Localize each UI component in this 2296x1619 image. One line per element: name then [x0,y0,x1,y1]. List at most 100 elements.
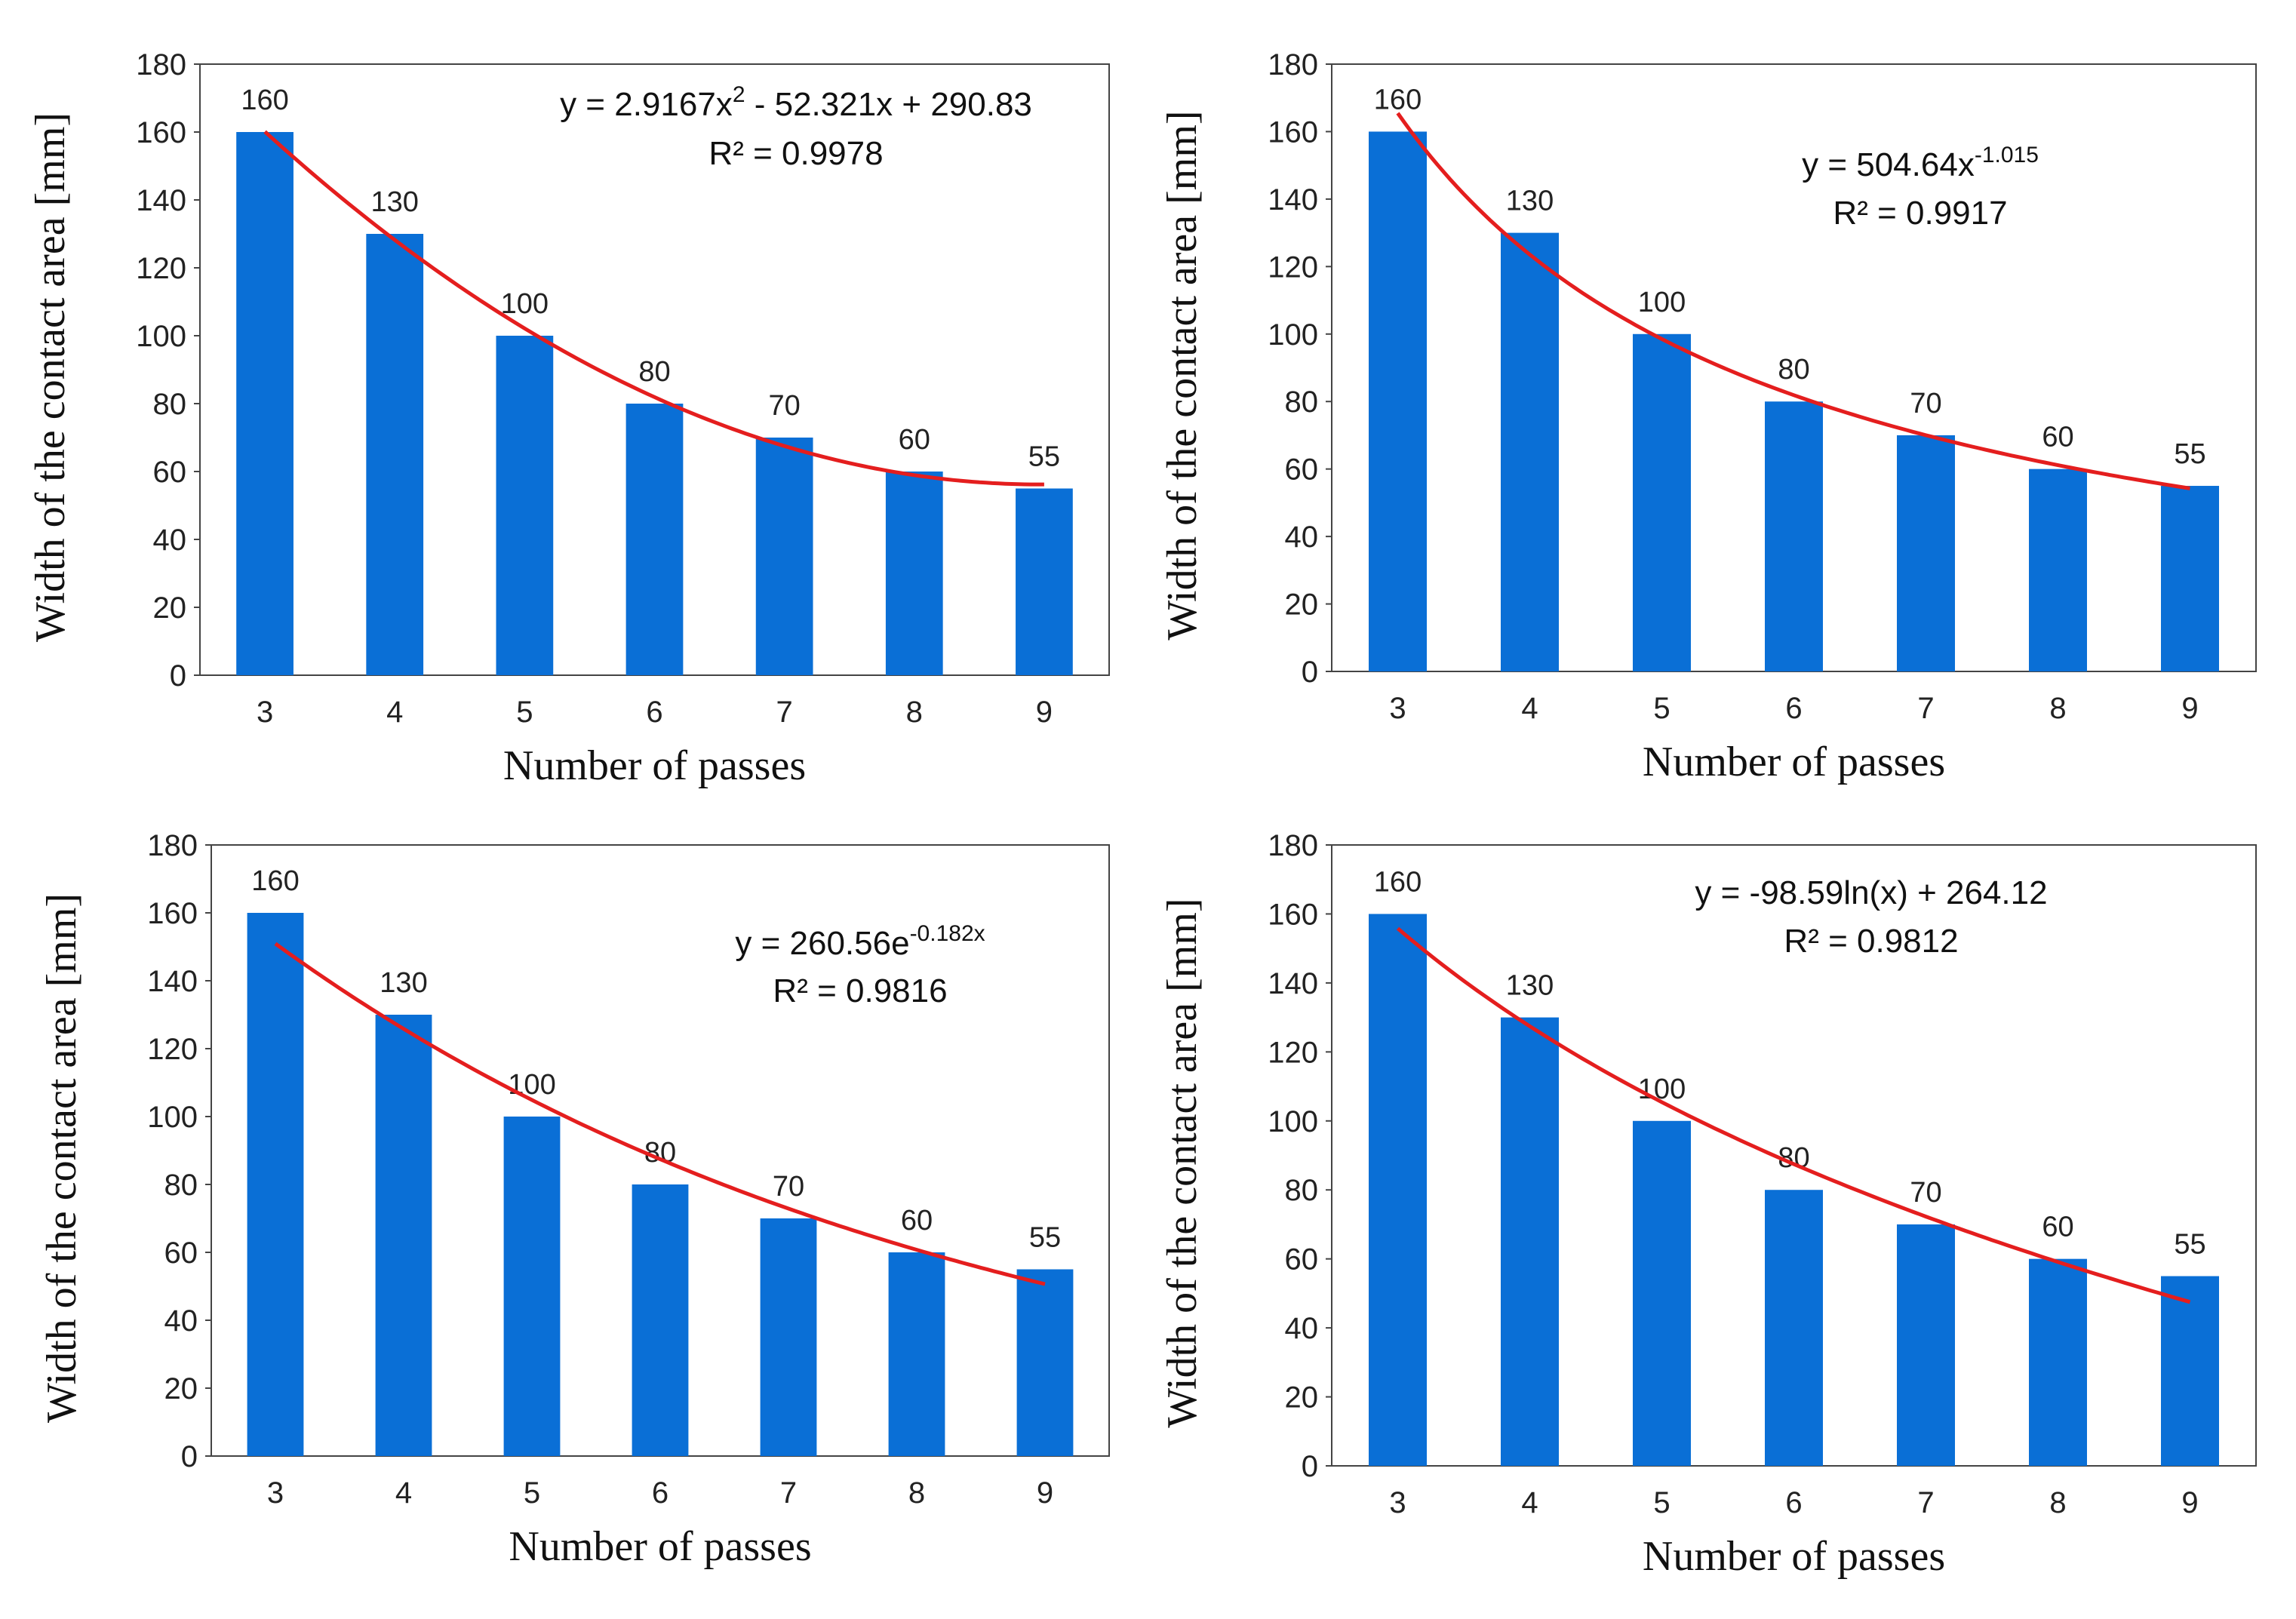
y-tick-label: 100 [147,1101,198,1134]
x-tick-label: 8 [906,696,923,729]
bar [1765,1190,1823,1466]
data-label: 60 [901,1205,933,1237]
x-tick-label: 4 [386,696,403,729]
y-tick-label: 40 [153,524,187,557]
y-tick-label: 160 [136,116,186,149]
y-tick-label: 100 [1268,1105,1318,1138]
y-axis-title: Width of the contact area [mm] [27,112,74,642]
y-tick-label: 100 [1268,318,1318,352]
bar [247,913,304,1456]
x-tick-label: 4 [1521,692,1538,725]
bar [888,1252,945,1456]
trendline [274,942,1046,1286]
bar [236,132,294,675]
x-tick-label: 4 [1521,1486,1538,1519]
y-tick-label: 20 [1285,1381,1319,1415]
chart-panel-3: 0204060801001201401601801603130410058067… [38,829,1110,1570]
trend-equation: y = 504.64x-1.015 [1802,143,2039,183]
y-tick-label: 80 [164,1169,198,1202]
data-label: 70 [769,390,801,422]
y-tick-label: 140 [1268,967,1318,1000]
data-label: 160 [1374,84,1422,115]
y-tick-label: 20 [164,1372,198,1405]
bar [2029,1258,2087,1466]
bar [2029,468,2087,671]
y-tick-label: 40 [1285,521,1319,554]
y-tick-label: 120 [1268,1036,1318,1069]
data-label: 70 [1910,1177,1941,1209]
x-tick-label: 6 [1785,1486,1802,1519]
x-tick-label: 9 [2181,1486,2198,1519]
bar [1897,435,1955,671]
x-tick-label: 7 [780,1476,797,1510]
y-axis-title: Width of the contact area [mm] [1159,110,1206,640]
bar [2161,1276,2219,1466]
y-tick-label: 80 [1285,386,1319,419]
x-tick-label: 4 [395,1476,412,1510]
x-tick-label: 3 [1389,1486,1406,1519]
data-label: 55 [2174,1229,2205,1261]
bar [375,1015,432,1456]
data-label: 80 [638,356,670,388]
bar [2161,486,2219,671]
x-tick-label: 7 [1917,1486,1934,1519]
r-squared: R² = 0.9812 [1784,923,1958,960]
bar [1369,131,1427,671]
y-tick-label: 0 [181,1440,198,1473]
data-label: 130 [371,186,419,218]
x-tick-label: 9 [1037,1476,1053,1510]
x-tick-label: 8 [2049,1486,2066,1519]
bar [1633,1120,1691,1466]
x-tick-label: 5 [1653,1486,1670,1519]
y-tick-label: 140 [147,965,198,998]
y-tick-label: 80 [153,388,187,421]
r-squared: R² = 0.9917 [1833,195,2007,232]
data-label: 60 [2042,422,2073,453]
data-label: 55 [1028,441,1060,473]
data-label: 130 [380,967,427,999]
data-label: 60 [899,424,930,456]
x-tick-label: 6 [1785,692,1802,725]
data-label: 100 [1638,1074,1686,1105]
data-label: 160 [241,84,288,116]
data-label: 160 [1374,866,1422,898]
bar [1633,333,1691,671]
trend-equation: y = 2.9167x2 - 52.321x + 290.83 [560,82,1032,123]
bar [496,336,554,675]
chart-panel-1: 0 20 40 60 80 100 120 140 160 180 160 3 130 4 100 5 80 6 7… [27,48,1110,789]
x-axis-title: Number of passes [1643,1533,1945,1580]
data-label: 100 [1638,287,1686,318]
chart-panel-4: 0204060801001201401601801603130410058067… [1159,829,2257,1580]
x-axis-title: Number of passes [509,1523,811,1570]
y-tick-label: 100 [136,320,186,353]
data-label: 100 [501,288,549,320]
y-tick-label: 120 [1268,250,1318,284]
bar [1897,1224,1955,1466]
bar [1501,232,1559,672]
y-tick-label: 180 [147,829,198,862]
y-tick-label: 0 [1302,1450,1318,1483]
y-tick-label: 180 [1268,48,1318,81]
bar [1016,488,1073,675]
data-label: 130 [1506,970,1554,1002]
data-label: 160 [251,865,299,897]
x-tick-label: 6 [646,696,662,729]
y-tick-label: 60 [1285,453,1319,487]
y-tick-label: 120 [147,1033,198,1066]
y-tick-label: 40 [164,1304,198,1338]
x-tick-label: 5 [1653,692,1670,725]
trend-equation: y = 260.56e-0.182x [735,921,985,962]
y-tick-label: 0 [170,659,186,693]
bar [632,1184,689,1456]
data-label: 55 [2174,438,2205,470]
x-tick-label: 3 [1389,692,1406,725]
y-tick-label: 180 [1268,829,1318,862]
data-label: 55 [1029,1222,1061,1254]
y-tick-label: 20 [1285,588,1319,622]
trend-equation: y = -98.59ln(x) + 264.12 [1695,874,2047,911]
y-tick-label: 140 [1268,183,1318,217]
x-axis-title: Number of passes [1643,739,1945,785]
y-tick-label: 0 [1302,656,1318,689]
x-axis-title: Number of passes [503,742,806,789]
